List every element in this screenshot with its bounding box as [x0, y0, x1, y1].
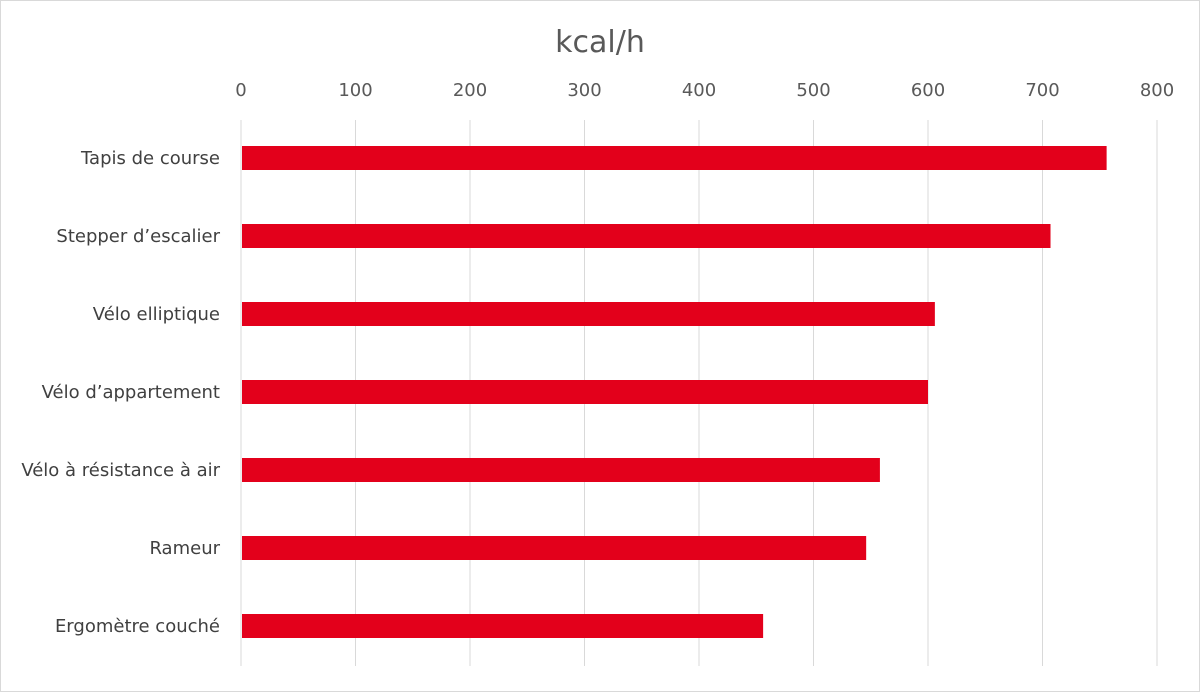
- bar: [242, 302, 935, 326]
- x-tick-label: 600: [911, 80, 945, 101]
- x-axis-ticks: 0 100 200 300 400 500 600 700 800: [235, 80, 1174, 101]
- bar: [242, 458, 880, 482]
- category-label: Ergomètre couché: [55, 616, 220, 637]
- bar: [242, 380, 928, 404]
- bar: [242, 614, 764, 638]
- x-tick-label: 200: [453, 80, 487, 101]
- category-label: Tapis de course: [80, 148, 220, 169]
- x-tick-label: 800: [1140, 80, 1174, 101]
- x-tick-label: 100: [338, 80, 372, 101]
- category-label: Vélo d’appartement: [42, 382, 220, 403]
- x-tick-label: 700: [1025, 80, 1059, 101]
- category-label: Rameur: [149, 538, 220, 559]
- x-tick-label: 300: [567, 80, 601, 101]
- bar: [242, 146, 1107, 170]
- category-labels: Tapis de course Stepper d’escalier Vélo el…: [21, 148, 220, 637]
- x-tick-label: 0: [235, 80, 246, 101]
- x-tick-label: 400: [682, 80, 716, 101]
- category-label: Stepper d’escalier: [56, 226, 220, 247]
- category-label: Vélo elliptique: [93, 304, 220, 325]
- category-label: Vélo à résistance à air: [21, 460, 220, 481]
- chart-title: kcal/h: [555, 25, 645, 60]
- x-tick-label: 500: [796, 80, 830, 101]
- bar: [242, 536, 867, 560]
- bar: [242, 224, 1051, 248]
- bars: [242, 146, 1107, 638]
